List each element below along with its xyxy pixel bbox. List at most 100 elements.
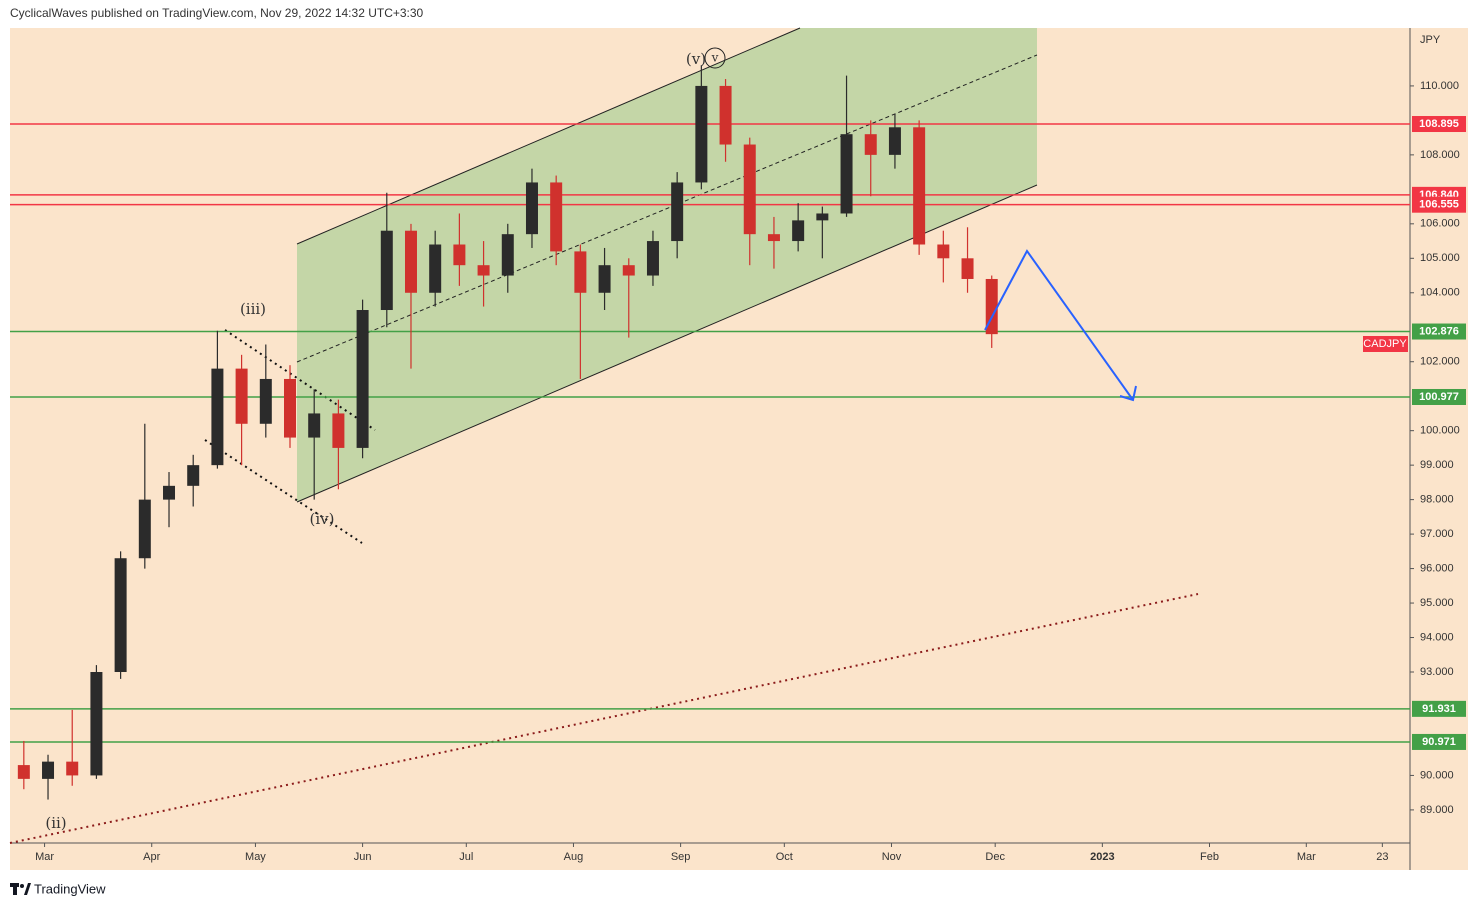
footer: TradingView — [34, 881, 106, 896]
candle-body — [90, 672, 103, 776]
candle-body — [187, 465, 200, 486]
x-tick-label: Nov — [882, 851, 902, 863]
wave-label: v — [711, 51, 719, 65]
candle-body — [840, 134, 853, 214]
candles — [17, 65, 998, 800]
candle-body — [646, 241, 659, 276]
level-label: 106.555 — [1419, 199, 1459, 211]
wave-label: (iv) — [310, 510, 335, 528]
candle-body — [864, 134, 877, 155]
level-tag — [1412, 388, 1466, 405]
wave-circle — [704, 47, 726, 69]
level-label: 90.971 — [1422, 736, 1456, 748]
candle-body — [163, 485, 176, 500]
symbol-tag — [1363, 336, 1408, 352]
candle-body — [332, 413, 345, 448]
level-label: 102.876 — [1419, 325, 1459, 337]
x-tick-label: Jun — [354, 851, 372, 863]
y-tick-label: 90.000 — [1420, 769, 1454, 781]
candle-body — [477, 265, 490, 276]
projection: (v) v (iii) (iv) (ii) — [45, 47, 1137, 832]
candle-body — [719, 85, 732, 145]
level-tag — [1412, 733, 1466, 750]
trend-line — [9, 593, 1199, 844]
logo-part — [13, 883, 17, 895]
y-tick-label: 110.000 — [1420, 80, 1459, 92]
candle-body — [767, 234, 780, 242]
y-tick-label: 93.000 — [1420, 666, 1454, 678]
y-tick-label: 106.000 — [1420, 218, 1460, 230]
x-tick-label: Mar — [1297, 851, 1316, 863]
y-tick-label: 105.000 — [1420, 252, 1460, 264]
projection-arrow — [984, 249, 1134, 401]
wedge-upper — [224, 329, 376, 431]
wave-label: (v) — [686, 50, 706, 68]
level-tag — [1412, 116, 1466, 133]
candle-body — [17, 765, 30, 779]
candle-body — [598, 265, 611, 293]
logo-part — [20, 884, 24, 888]
candle-body — [284, 378, 296, 438]
y-tick-label: 100.000 — [1420, 425, 1460, 437]
y-tick-label: 95.000 — [1420, 597, 1454, 609]
channel-mid — [296, 54, 1038, 363]
y-tick-label: 99.000 — [1420, 459, 1454, 471]
candle-body — [211, 368, 224, 466]
candle-body — [888, 127, 901, 155]
channel-upper — [296, 27, 801, 245]
candle-body — [985, 278, 998, 335]
symbol: CADJPY — [1363, 338, 1407, 350]
x-tick-label: Aug — [564, 851, 584, 863]
y-tick-label: 98.000 — [1420, 494, 1454, 506]
x-tick-label: Apr — [143, 851, 160, 863]
y-tick-label: 89.000 — [1420, 804, 1454, 816]
axes: 89.000 90.000 93.000 94.000 95.000 96.000 97.0… — [35, 80, 1466, 863]
candle-body — [792, 220, 805, 242]
x-tick-label: 23 — [1376, 851, 1388, 863]
candle-body — [550, 182, 563, 252]
x-tick-label: Feb — [1200, 851, 1219, 863]
candle-body — [453, 244, 466, 266]
candle-body — [308, 413, 321, 438]
header: CyclicalWaves published on TradingView.c… — [10, 6, 424, 20]
currency: JPY — [1420, 34, 1441, 46]
candle-body — [695, 85, 708, 183]
wave-label: (ii) — [45, 814, 66, 832]
candle-body — [138, 499, 151, 559]
candle-body — [574, 251, 587, 293]
candle-body — [356, 310, 369, 448]
candle-body — [937, 244, 950, 259]
candle-body — [235, 368, 248, 424]
candle-body — [429, 244, 442, 293]
candle-body — [622, 265, 635, 276]
candle-body — [913, 127, 926, 245]
arrow-head — [1119, 385, 1137, 402]
footer-logo — [10, 883, 31, 895]
x-tick-label: Dec — [985, 851, 1005, 863]
candle-body — [380, 230, 393, 311]
x-tick-label: May — [245, 851, 266, 863]
y-tick-label: 94.000 — [1420, 631, 1454, 643]
wedge-lower — [204, 439, 363, 544]
level-tag — [1412, 196, 1466, 213]
level-tag — [1412, 323, 1466, 340]
candle-body — [259, 378, 272, 424]
y-tick-label: 96.000 — [1420, 562, 1454, 574]
x-tick-label: Sep — [671, 851, 691, 863]
candle-body — [404, 230, 417, 293]
x-tick-label: Mar — [35, 851, 54, 863]
y-tick-label: 108.000 — [1420, 149, 1460, 161]
level-label: 108.895 — [1419, 118, 1459, 130]
level-label: 100.977 — [1419, 391, 1459, 403]
candle-body — [961, 258, 974, 279]
candle-body — [501, 234, 514, 276]
candle-body — [816, 213, 829, 221]
level-tag — [1412, 700, 1466, 717]
y-tick-label: 104.000 — [1420, 287, 1460, 299]
logo-part — [24, 883, 31, 895]
x-tick-label: 2023 — [1090, 851, 1114, 863]
candle-body — [42, 761, 55, 779]
candle-body — [66, 761, 79, 776]
y-tick-label: 102.000 — [1420, 356, 1460, 368]
